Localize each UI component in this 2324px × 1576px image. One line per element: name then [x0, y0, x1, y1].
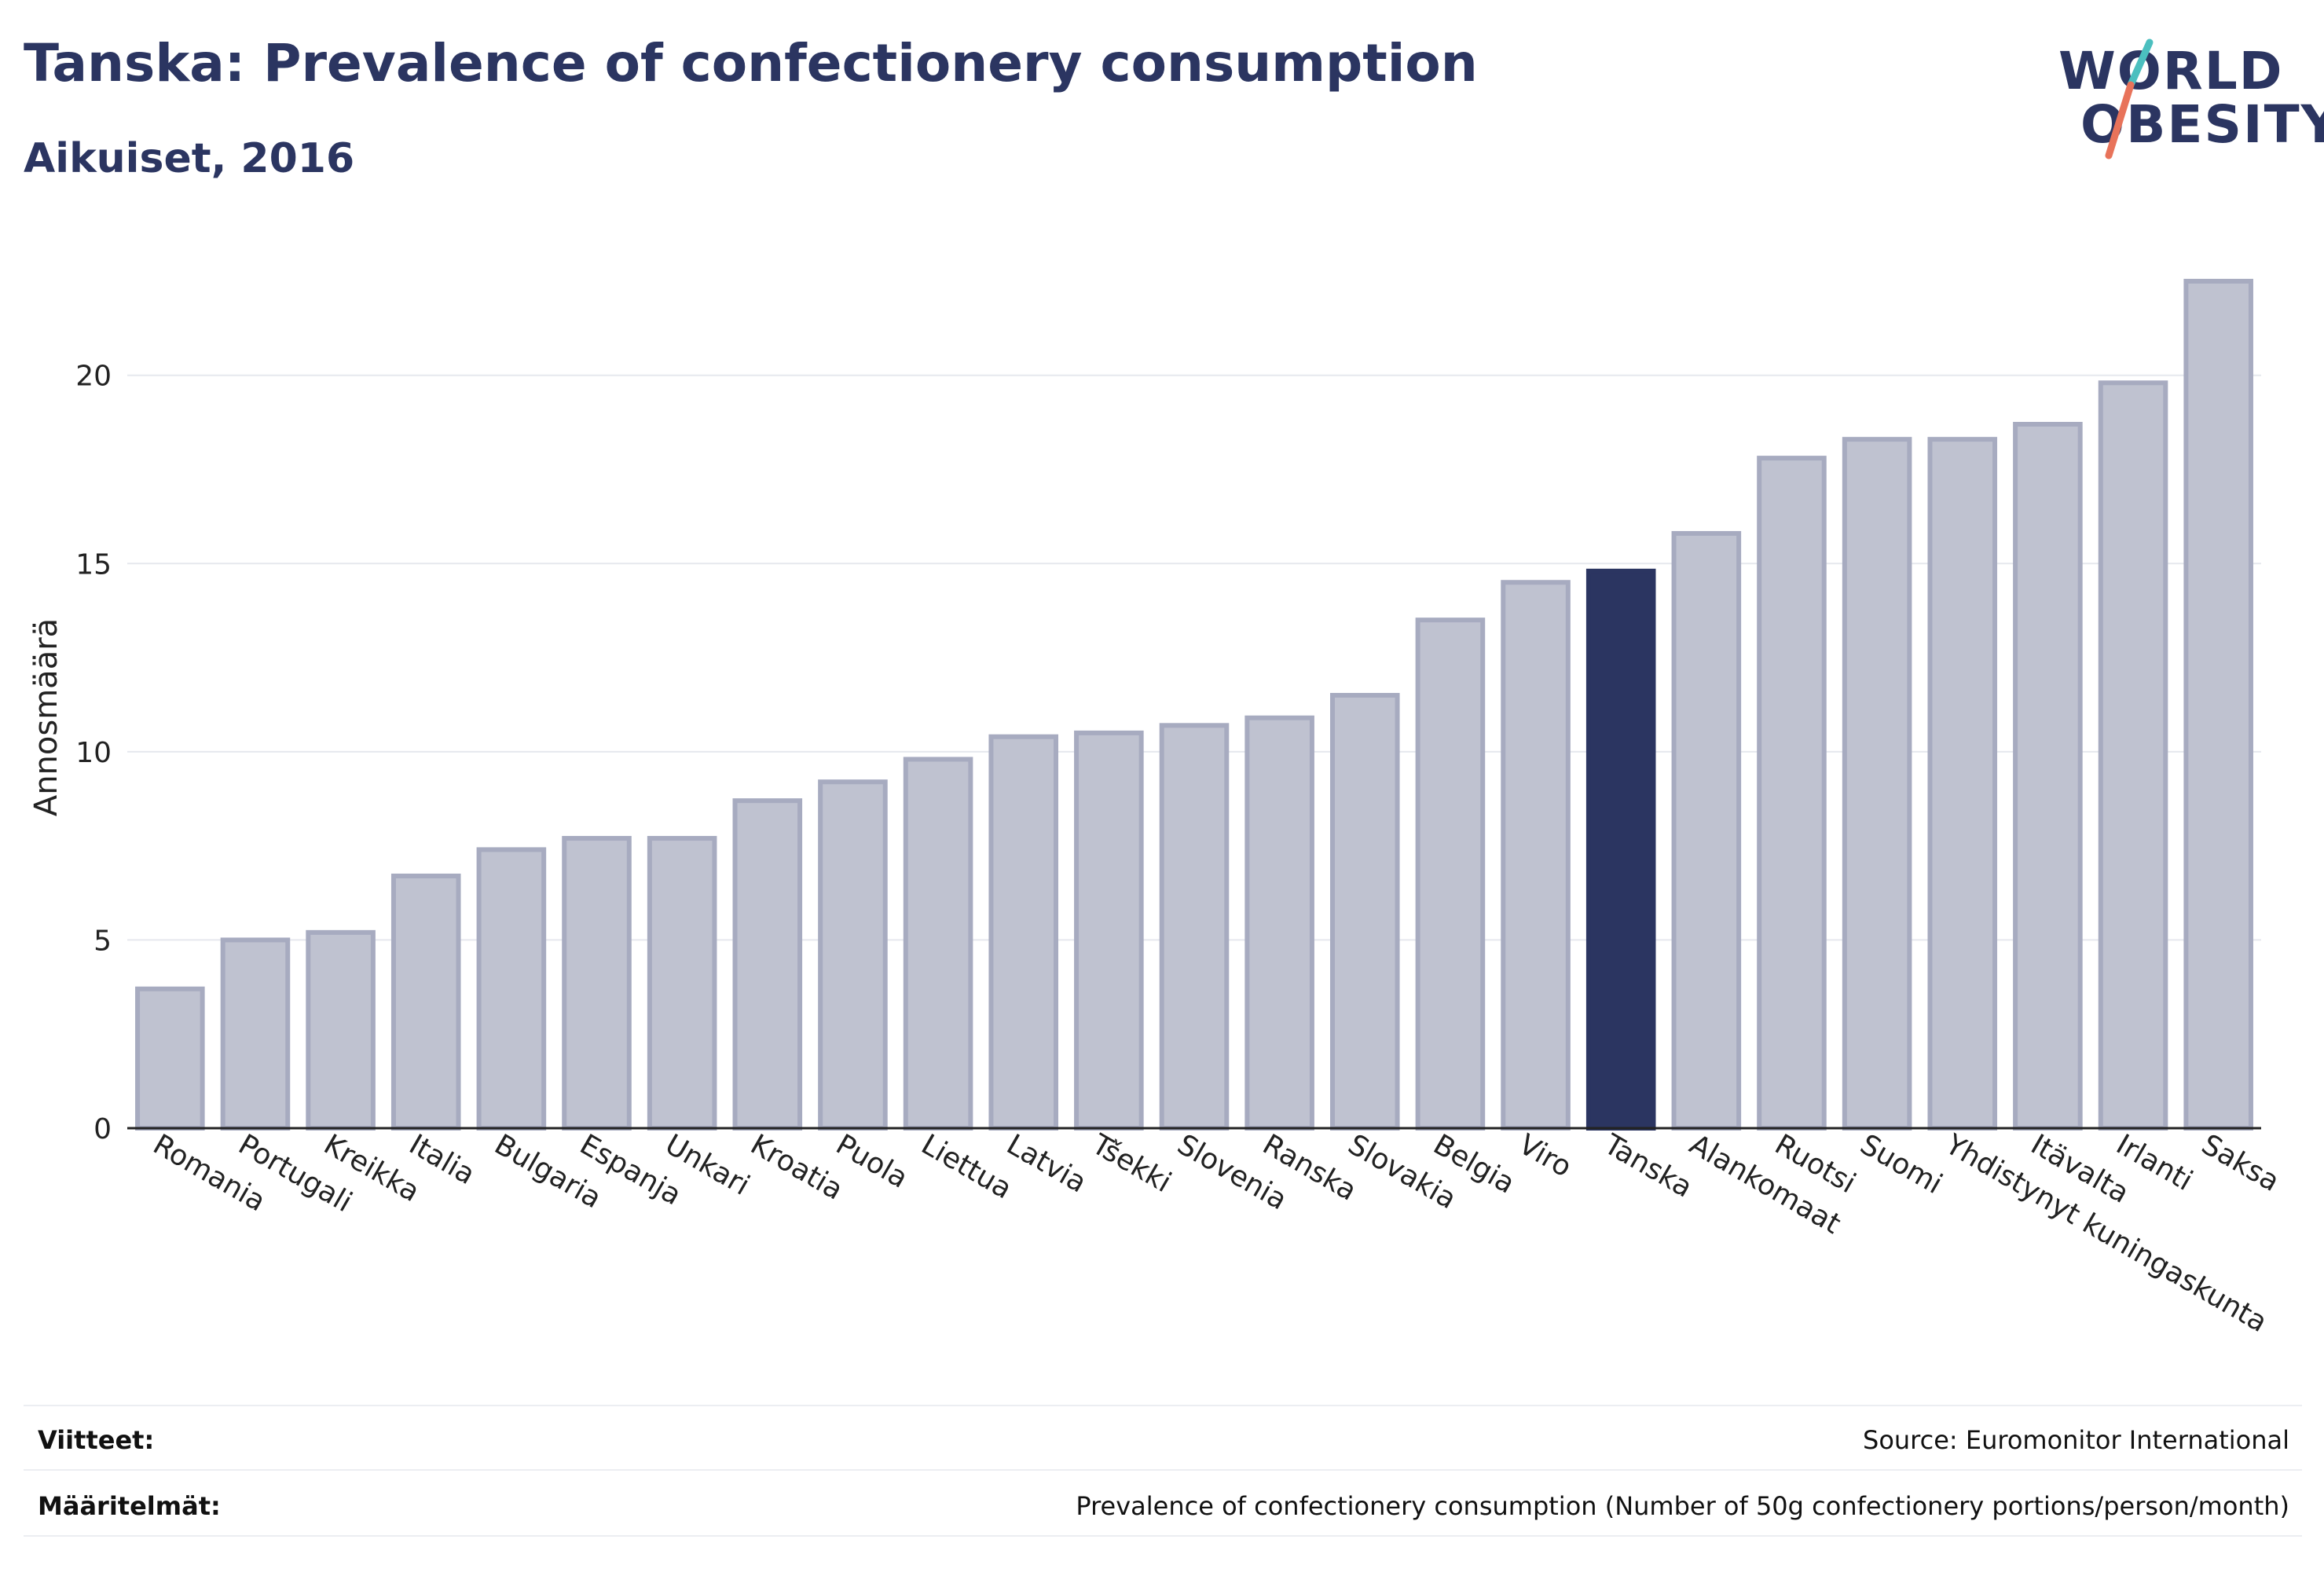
bar: [220, 937, 291, 1131]
x-tick-label: Tanska: [1598, 1128, 1698, 1204]
x-tick-label: Viro: [1513, 1128, 1577, 1183]
bar: [1244, 715, 1314, 1131]
y-axis-label: Annosmäärä: [28, 618, 64, 816]
chart-title: Tanska: Prevalence of confectionery cons…: [24, 33, 1478, 93]
bar-chart: 05101520AnnosmääräRomaniaPortugaliKreikk…: [28, 278, 2285, 1339]
x-tick-label: Suomi: [1855, 1128, 1948, 1200]
x-tick-label: Kroatia: [745, 1128, 848, 1206]
definitions-value: Prevalence of confectionery consumption …: [1076, 1491, 2289, 1521]
bar: [1927, 437, 1998, 1131]
y-tick-label: 20: [75, 361, 112, 393]
bar: [1671, 530, 1742, 1131]
y-tick-label: 5: [93, 925, 112, 957]
bar: [647, 836, 717, 1131]
y-tick-label: 0: [93, 1113, 112, 1145]
logo-word-world: WORLD: [2058, 41, 2284, 101]
bar: [1074, 730, 1144, 1131]
bar: [306, 929, 376, 1131]
bar: [1585, 568, 1656, 1131]
bar: [818, 779, 888, 1131]
bar: [1757, 456, 1827, 1131]
bar: [562, 836, 632, 1131]
bar: [1415, 618, 1486, 1131]
bar: [1159, 723, 1230, 1131]
definitions-label: Määritelmät:: [38, 1491, 221, 1521]
world-obesity-logo: WORLD OBESITY: [2043, 24, 2324, 165]
bar: [732, 798, 803, 1131]
bar: [2098, 380, 2168, 1131]
bar: [988, 734, 1059, 1131]
references-label: Viitteet:: [38, 1425, 155, 1455]
chart-subtitle: Aikuiset, 2016: [24, 135, 355, 182]
bar: [135, 986, 205, 1131]
y-tick-label: 15: [75, 548, 112, 581]
x-tick-label: Liettua: [916, 1128, 1017, 1205]
bar: [390, 873, 461, 1131]
bar: [1329, 692, 1400, 1131]
bar: [2013, 421, 2083, 1131]
footer-divider-middle: [24, 1469, 2302, 1471]
x-tick-label: Tšekki: [1086, 1128, 1176, 1199]
references-value: Source: Euromonitor International: [1863, 1425, 2289, 1455]
x-tick-label: Saksa: [2196, 1128, 2285, 1198]
x-tick-label: Latvia: [1001, 1128, 1091, 1199]
footer-divider-top: [24, 1405, 2302, 1406]
bar: [1842, 437, 1912, 1131]
bar: [2183, 278, 2253, 1131]
bar: [903, 757, 973, 1131]
bar: [476, 847, 547, 1131]
logo-slash-icon: [2105, 38, 2154, 159]
bar: [1501, 580, 1571, 1131]
y-tick-label: 10: [75, 737, 112, 769]
footer-divider-bottom: [24, 1535, 2302, 1537]
